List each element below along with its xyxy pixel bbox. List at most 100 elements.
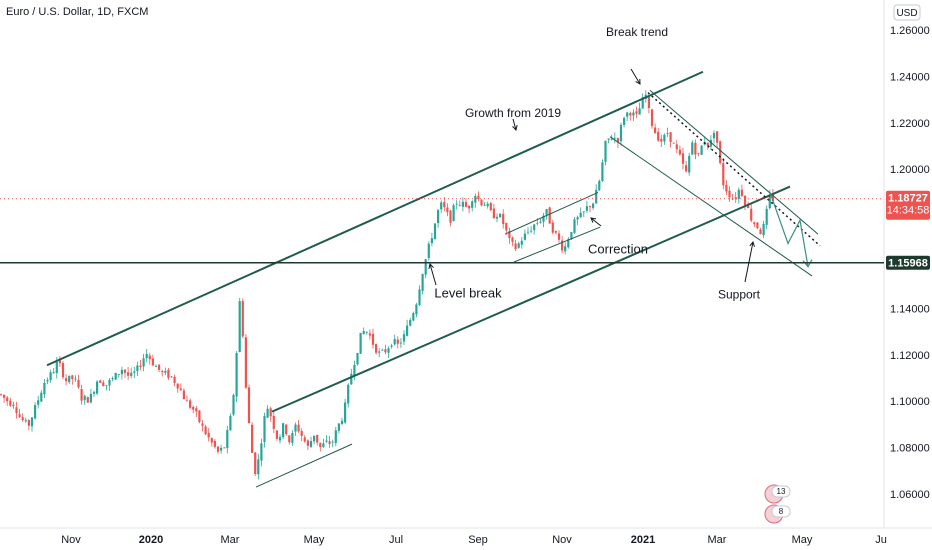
candle [446,203,449,217]
candle [319,442,322,452]
trendline-correction-top[interactable] [504,191,599,235]
candle [520,237,523,249]
ideas-count-1: 13 [777,487,786,496]
candle [260,438,263,467]
candle [185,395,189,402]
candle-countdown: 14:34:58 [887,205,930,217]
ideas-pill-2[interactable]: 8 [764,504,791,524]
annotations: Break trend Growth from 2019 Correction Lev… [428,25,761,301]
trendline-upper-channel[interactable] [46,70,704,367]
candle [334,426,337,447]
annotation-arrow [590,217,602,227]
candle [148,352,151,365]
trendline-downtrend-lower[interactable] [609,136,813,277]
candle [365,331,368,335]
candle [375,343,378,355]
candle [725,180,728,196]
candle [585,200,588,213]
annotation-arrow [512,118,517,131]
annotation-label[interactable]: Growth from 2019 [465,106,561,120]
y-tick-label: 1.20000 [890,164,930,176]
candle [474,193,477,208]
candle [554,230,557,235]
candle [743,194,747,211]
candle [551,219,554,235]
candle [216,445,220,454]
candle [691,140,694,155]
candle [626,111,629,121]
candle [582,211,585,218]
candle [421,273,424,295]
trendline-mid-2020-support[interactable] [255,443,353,488]
candle [650,108,654,129]
candle [182,388,185,400]
candle [430,232,433,247]
candle [272,412,275,434]
annotation-arrow [744,241,754,283]
currency-selector[interactable]: USD [893,4,921,21]
trendline-downtrend-upper[interactable] [649,89,819,235]
candle [567,237,570,249]
candle [759,227,762,235]
trendline-lower-channel[interactable] [271,185,791,413]
candle [114,372,117,380]
x-axis-ticks: Nov 2020 Mar May Jul Sep Nov 2021 Mar May Ju [61,534,887,546]
candle [278,434,282,444]
candle [489,201,492,212]
candle [514,240,517,252]
candle [297,420,300,433]
annotation-label[interactable]: Level break [434,285,502,300]
candle [564,242,567,255]
candle [384,344,387,355]
candle [641,93,644,109]
candle [322,438,325,448]
candle [347,383,350,408]
annotation-label[interactable]: Correction [588,241,648,256]
candle [598,179,601,192]
candle [561,236,564,254]
candle [526,227,530,235]
candle [412,311,415,322]
ideas-pill-1[interactable]: 13 [764,484,791,504]
trendline-break-trend-dotted[interactable] [647,92,821,247]
level-price-value: 1.15968 [888,258,928,270]
annotation-label[interactable]: Support [718,287,761,301]
candle [235,351,238,403]
candle [170,375,173,378]
candle [213,439,216,449]
candle [753,221,756,228]
candle [654,123,657,134]
candle [573,216,576,234]
candle [452,203,455,222]
annotation-label[interactable]: Break trend [606,25,668,39]
candle [158,364,161,373]
trendline-correction-bottom[interactable] [513,226,601,263]
candle [579,207,582,218]
price-axis[interactable] [884,0,932,550]
candle [325,435,328,444]
candle [238,297,241,353]
candle [576,215,579,226]
x-tick-label: Nov [61,534,81,546]
candle [96,380,99,396]
candle [632,109,635,121]
candle [402,330,406,345]
candle [669,132,672,148]
candle [737,187,740,204]
candle [731,193,734,201]
x-tick-label: 2021 [631,534,655,546]
candle [316,434,319,446]
candle [18,408,21,419]
candle [123,369,127,379]
candle [390,343,393,349]
y-tick-label: 1.10000 [890,396,930,408]
candle [415,302,418,318]
candle [89,388,92,404]
x-tick-label: Ju [875,534,887,546]
candle [21,413,24,422]
candle [396,336,399,349]
candle [542,212,545,228]
projection-path[interactable] [769,192,809,267]
candle [685,160,688,173]
